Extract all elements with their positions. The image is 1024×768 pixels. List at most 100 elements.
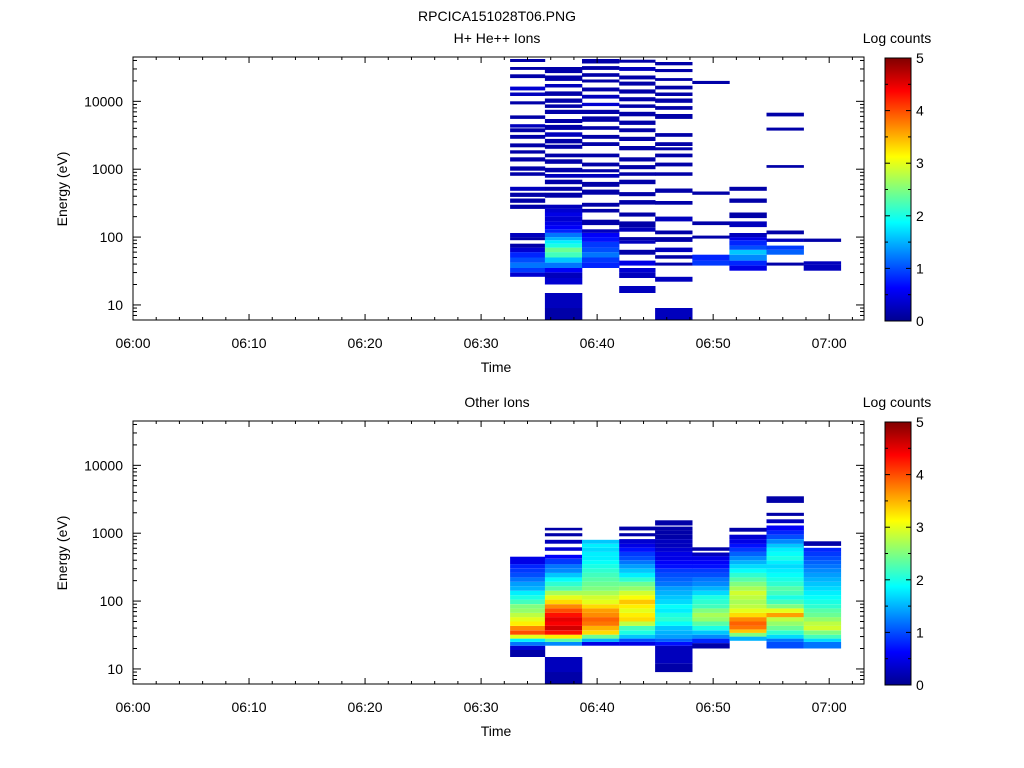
heatmap-cell <box>692 572 730 578</box>
heatmap-cell <box>619 81 656 86</box>
heatmap-cell <box>582 257 620 263</box>
heatmap-cell <box>582 595 620 600</box>
heatmap-cell <box>655 534 693 539</box>
heatmap-cell <box>803 261 842 265</box>
heatmap-cell <box>729 572 767 578</box>
heatmap-cell <box>510 608 546 613</box>
heatmap-cell <box>729 590 767 596</box>
heatmap-cell <box>655 262 693 266</box>
colorbar-label: Log counts <box>863 394 932 410</box>
heatmap-cell <box>582 638 620 642</box>
heatmap-cell <box>692 638 730 644</box>
heatmap-cell <box>582 162 620 167</box>
heatmap-cell <box>510 134 546 139</box>
heatmap-cell <box>692 604 730 609</box>
heatmap-cell <box>582 181 620 187</box>
heatmap-cell <box>766 165 804 168</box>
heatmap-cell <box>692 595 730 600</box>
heatmap-cell <box>582 169 620 173</box>
x-tick-label: 06:40 <box>580 335 615 351</box>
heatmap-cell <box>510 92 546 96</box>
heatmap-cell <box>582 599 620 605</box>
heatmap-cell <box>619 539 656 544</box>
colorbar-tick-label: 1 <box>916 260 924 276</box>
heatmap-cell <box>619 617 656 622</box>
axis-ticks: 06:00 06:10 06:20 06:30 06:40 06:50 07:00 10 100… <box>84 57 864 351</box>
heatmap-cell <box>729 539 767 544</box>
heatmap-cell <box>544 252 583 258</box>
heatmap-cell <box>544 672 583 684</box>
heatmap-cell <box>510 204 546 209</box>
x-tick-label: 06:20 <box>348 699 383 715</box>
heatmap-cell <box>544 262 583 268</box>
heatmap-cell <box>582 543 620 548</box>
heatmap-cell <box>619 560 656 565</box>
heatmap-cell <box>544 144 583 149</box>
colorbar-ticks: 0 1 2 3 4 5 <box>885 414 924 693</box>
heatmap-cell <box>582 247 620 253</box>
heatmap-cell <box>510 581 546 587</box>
heatmap-cell <box>655 201 693 205</box>
heatmap-cell <box>729 527 767 532</box>
heatmap-cell <box>766 581 804 587</box>
y-tick-label: 10000 <box>84 93 123 109</box>
heatmap-cell <box>510 247 546 253</box>
heatmap-cell <box>655 188 693 193</box>
heatmap-cell <box>766 496 804 503</box>
heatmap-cell <box>544 119 583 123</box>
heatmap-cell <box>655 530 693 535</box>
heatmap-cell <box>544 257 583 263</box>
heatmap-cell <box>655 547 693 552</box>
heatmap-cell <box>692 577 730 582</box>
heatmap-cell <box>619 543 656 548</box>
heatmap-cell <box>619 551 656 557</box>
heatmap-cell <box>692 80 730 84</box>
heatmap-cell <box>803 599 842 605</box>
heatmap-cell <box>544 98 583 103</box>
heatmap-cell <box>655 520 693 526</box>
heatmap-cell <box>655 568 693 573</box>
heatmap-cell <box>510 243 546 248</box>
heatmap-cell <box>655 560 693 565</box>
heatmap-cell <box>766 547 804 552</box>
heatmap-cell <box>655 625 693 631</box>
heatmap-cell <box>582 608 620 613</box>
axis-ticks: 06:00 06:10 06:20 06:30 06:40 06:50 07:00 10 100… <box>84 421 864 715</box>
heatmap-cell <box>510 262 546 268</box>
heatmap-cell <box>619 641 656 646</box>
heatmap-cell <box>655 153 693 158</box>
heatmap-cell <box>544 212 583 217</box>
heatmap-cell <box>544 586 583 591</box>
heatmap-cell <box>544 527 583 531</box>
heatmap-cell <box>655 590 693 596</box>
heatmap-cell <box>544 554 583 559</box>
heatmap-cell <box>619 533 656 537</box>
heatmap-cell <box>729 198 767 203</box>
heatmap-cell <box>692 630 730 635</box>
heatmap-cell <box>582 641 620 646</box>
heatmap-cell <box>655 608 693 613</box>
heatmap-cell <box>655 106 693 110</box>
heatmap-cell <box>766 530 804 535</box>
heatmap-cell <box>619 200 656 205</box>
heatmap-cell <box>582 241 620 248</box>
colorbar-tick-label: 2 <box>916 208 924 224</box>
x-tick-label: 06:40 <box>580 699 615 715</box>
heatmap-cell <box>544 240 583 244</box>
heatmap-cell <box>510 143 546 148</box>
y-axis-label: Energy (eV) <box>54 516 70 591</box>
heatmap-cell <box>729 632 767 637</box>
heatmap-cell <box>510 186 546 191</box>
heatmap-cell <box>510 192 546 197</box>
heatmap-cell <box>510 650 546 657</box>
x-tick-label: 07:00 <box>812 699 847 715</box>
plot-frame <box>132 56 865 321</box>
colorbar-label: Log counts <box>863 30 932 46</box>
heatmap-cell <box>582 59 620 64</box>
heatmap-cell <box>729 534 767 539</box>
heatmap-cell <box>729 560 767 565</box>
heatmap-cells <box>510 496 842 684</box>
heatmap-cell <box>619 75 656 80</box>
heatmap-cell <box>619 572 656 578</box>
heatmap-cell <box>729 212 767 219</box>
